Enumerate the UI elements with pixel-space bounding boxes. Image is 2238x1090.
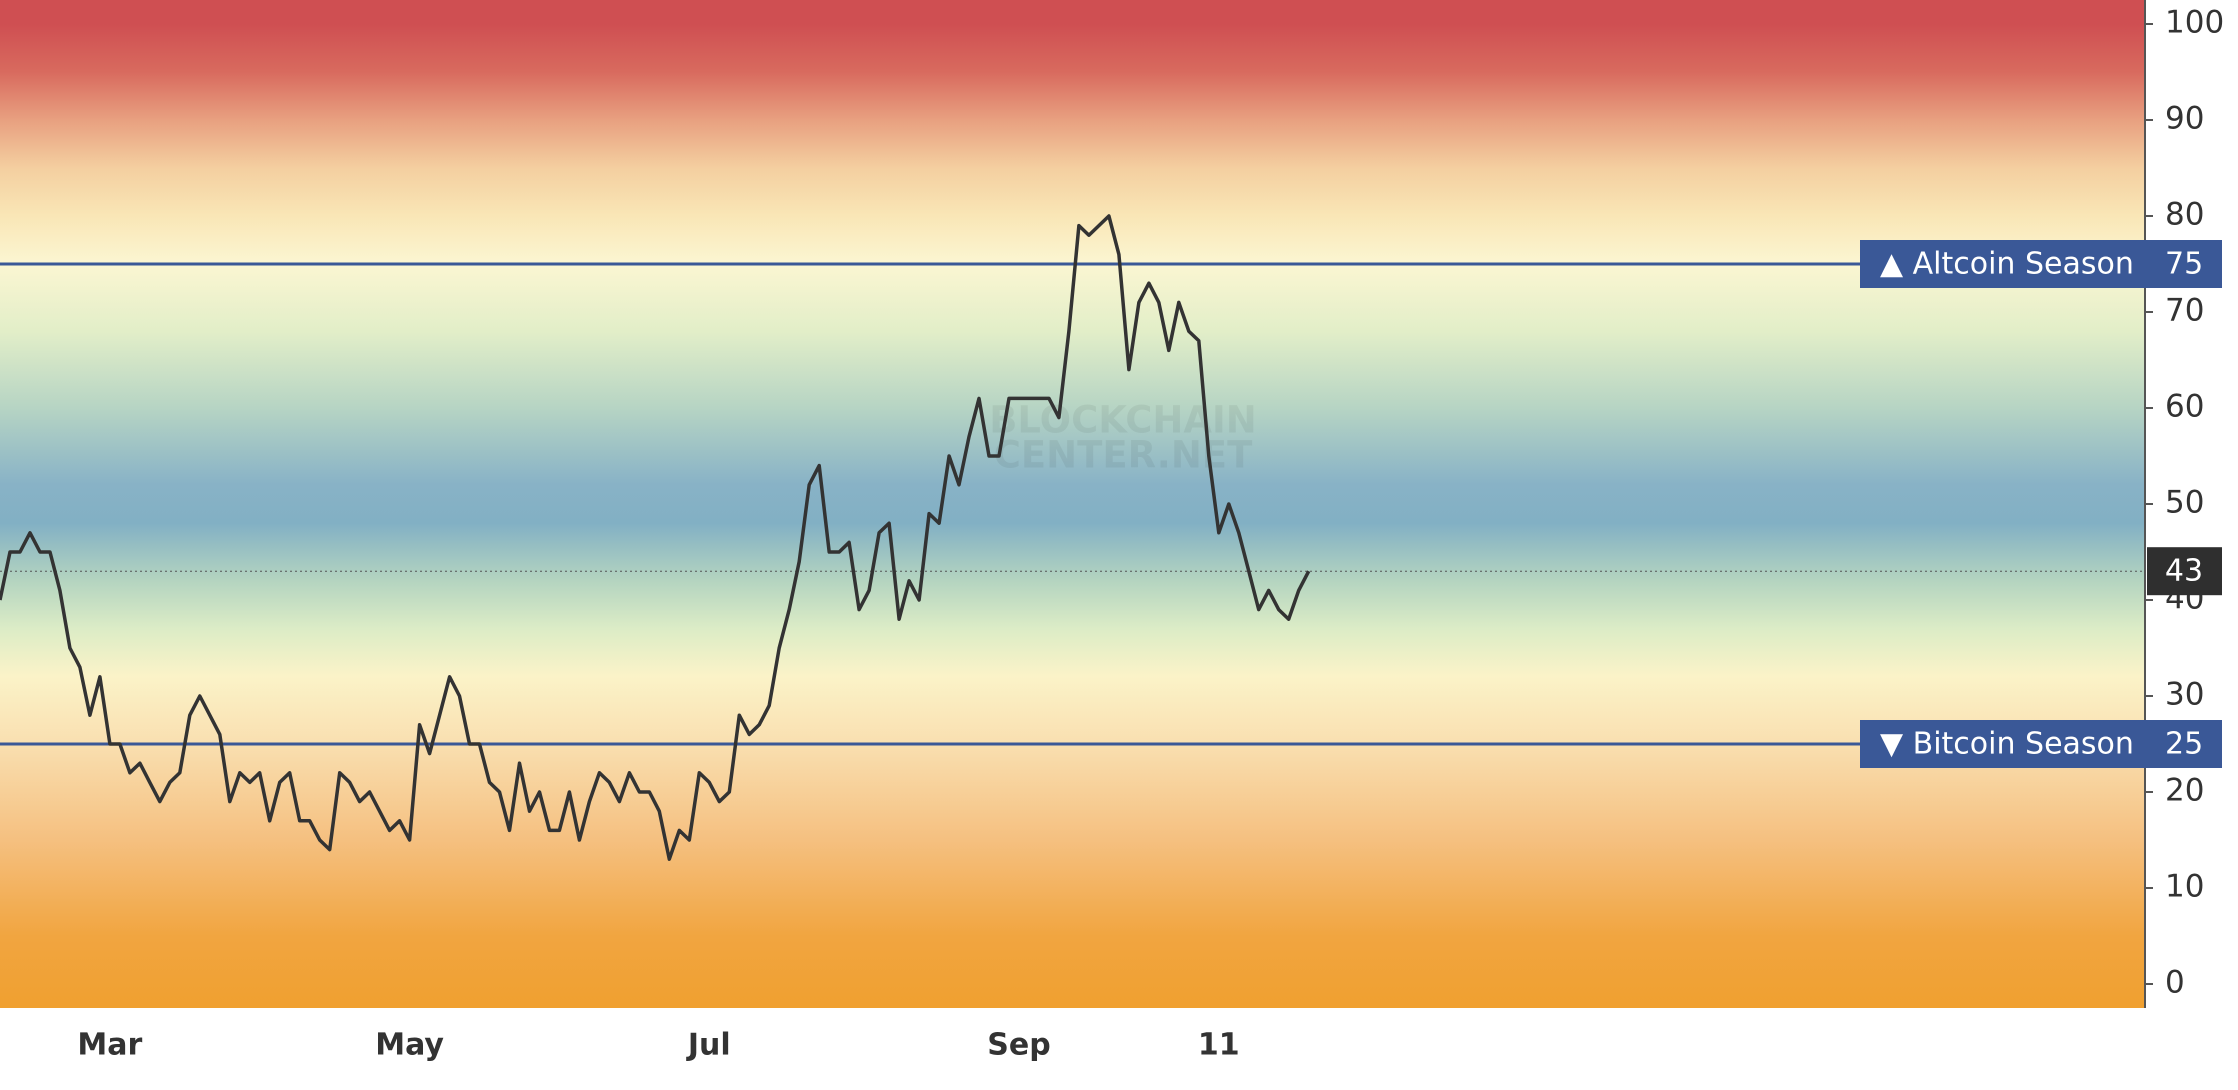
level-label: ▲ Altcoin Season — [1880, 247, 2134, 282]
last-value-badge — [2147, 547, 2222, 596]
y-tick-label: 90 — [2165, 101, 2204, 137]
y-tick-label: 60 — [2165, 389, 2204, 425]
y-tick-label: 30 — [2165, 677, 2204, 713]
x-tick-label: Mar — [77, 1028, 142, 1063]
level-value: 25 — [2165, 727, 2203, 762]
x-tick-label: 11 — [1198, 1028, 1240, 1063]
x-tick-label: Sep — [987, 1028, 1050, 1063]
level-label: ▼ Bitcoin Season — [1880, 727, 2134, 762]
level-badge — [1860, 240, 2222, 288]
y-tick-label: 50 — [2165, 485, 2204, 521]
watermark: BLOCKCHAIN — [989, 399, 1257, 442]
y-tick-label: 70 — [2165, 293, 2204, 329]
y-tick-label: 10 — [2165, 869, 2204, 905]
level-value: 75 — [2165, 247, 2203, 282]
last-value-label: 43 — [2165, 554, 2203, 589]
x-tick-label: Jul — [686, 1028, 731, 1063]
y-tick-label: 20 — [2165, 773, 2204, 809]
watermark: CENTER.NET — [994, 434, 1253, 477]
level-badge — [1860, 720, 2222, 768]
data-line — [0, 214, 1311, 861]
y-tick-label: 80 — [2165, 197, 2204, 233]
plot-background — [0, 0, 2145, 1008]
y-tick-label: 0 — [2165, 965, 2185, 1001]
x-tick-label: May — [375, 1028, 444, 1063]
y-tick-label: 100 — [2165, 5, 2224, 41]
